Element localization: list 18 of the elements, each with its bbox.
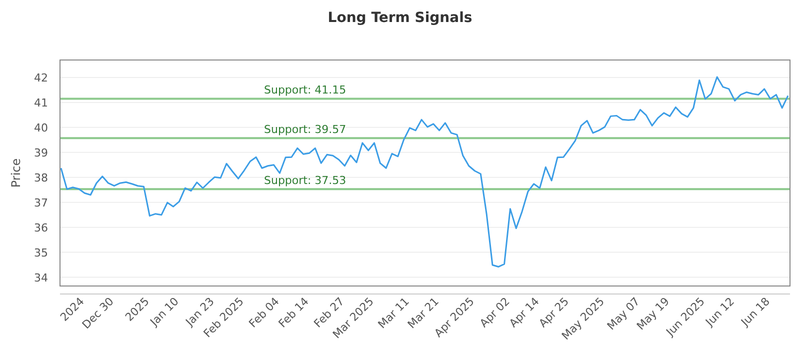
y-tick-label: 36 (34, 221, 48, 234)
line-series (60, 76, 789, 268)
y-tick-label: 40 (34, 121, 48, 134)
x-tick-label: Jun 12 (702, 294, 737, 330)
ref-line-label: Support: 41.15 (264, 84, 346, 97)
x-tick-label: Jan 10 (147, 294, 182, 330)
y-tick-label: 39 (34, 146, 48, 160)
ref-line-label: Support: 39.57 (264, 123, 346, 136)
y-tick-label: 42 (34, 71, 48, 84)
y-tick-label: 38 (34, 171, 48, 184)
ref-line-label: Support: 37.53 (264, 174, 346, 188)
y-tick-label: 34 (34, 271, 48, 284)
y-tick-label: 41 (34, 96, 48, 110)
y-tick-label: 35 (34, 246, 48, 260)
x-tick-label: Jun 18 (738, 294, 772, 330)
chart-title: Long Term Signals (328, 10, 472, 26)
y-axis-title: Price (9, 158, 23, 188)
y-tick-label: 37 (34, 196, 48, 210)
